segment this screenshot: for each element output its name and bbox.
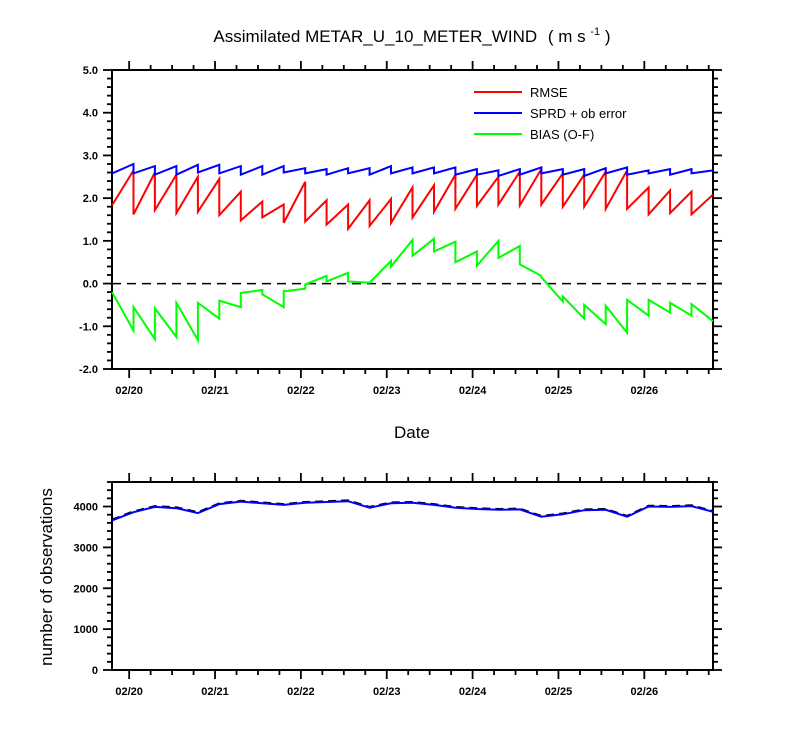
y-tick-label: 3.0 (83, 150, 98, 162)
y-tick-label: 2.0 (83, 193, 98, 205)
y-tick-label: 4000 (74, 502, 98, 514)
y-tick-label: 0 (92, 665, 98, 677)
y-tick-label: 5.0 (83, 65, 98, 77)
chart-title-units: ( m s (548, 27, 586, 46)
series-line-rmse (111, 165, 714, 232)
x-tick-label: 02/22 (287, 686, 315, 698)
legend-label: SPRD + ob error (530, 106, 627, 121)
chart-title: Assimilated METAR_U_10_METER_WIND ( m s … (213, 20, 610, 46)
x-tick-label: 02/21 (201, 686, 229, 698)
chart-title-units-close: ) (605, 27, 611, 46)
y-tick-label: 1.0 (83, 236, 98, 248)
x-tick-label: 02/20 (115, 686, 143, 698)
bottom-chart: 02/20 02/21 02/22 02/23 02/24 02/25 02/26 0 1000… (74, 473, 722, 698)
legend-label: BIAS (O-F) (530, 127, 594, 142)
x-tick-label: 02/26 (631, 385, 659, 397)
y-tick-label: -1.0 (79, 321, 98, 333)
x-tick-label: 02/20 (115, 385, 143, 397)
x-tick-label: 02/25 (545, 385, 573, 397)
x-tick-label: 02/24 (459, 385, 487, 397)
plot-frame (111, 69, 714, 370)
chart-title-units-sup: -1 (590, 26, 600, 38)
series-line-1 (111, 500, 714, 522)
x-tick-label: 02/21 (201, 385, 229, 397)
y-tick-label: -2.0 (79, 364, 98, 376)
y-tick-label: 0.0 (83, 279, 98, 291)
x-tick-label: 02/24 (459, 686, 487, 698)
x-tick-label: 02/22 (287, 385, 315, 397)
y-tick-label: 1000 (74, 624, 98, 636)
x-tick-label: 02/25 (545, 686, 573, 698)
series-line-bias-o-f (111, 236, 714, 344)
x-tick-label: 02/23 (373, 686, 401, 698)
chart-title-main: Assimilated METAR_U_10_METER_WIND (213, 27, 537, 46)
plot-frame (111, 481, 714, 671)
y-tick-label: 2000 (74, 583, 98, 595)
y-tick-label: 3000 (74, 542, 98, 554)
bottom-y-axis-title: number of observations (37, 488, 56, 666)
x-tick-label: 02/26 (631, 686, 659, 698)
series-line-sprd-ob-error (111, 162, 714, 178)
top-x-axis-title: Date (394, 423, 430, 442)
legend-label: RMSE (530, 85, 568, 100)
top-chart: 02/20 02/21 02/22 02/23 02/24 02/25 02/26 -2.0 -… (79, 61, 722, 397)
y-tick-label: 4.0 (83, 108, 98, 120)
x-tick-label: 02/23 (373, 385, 401, 397)
